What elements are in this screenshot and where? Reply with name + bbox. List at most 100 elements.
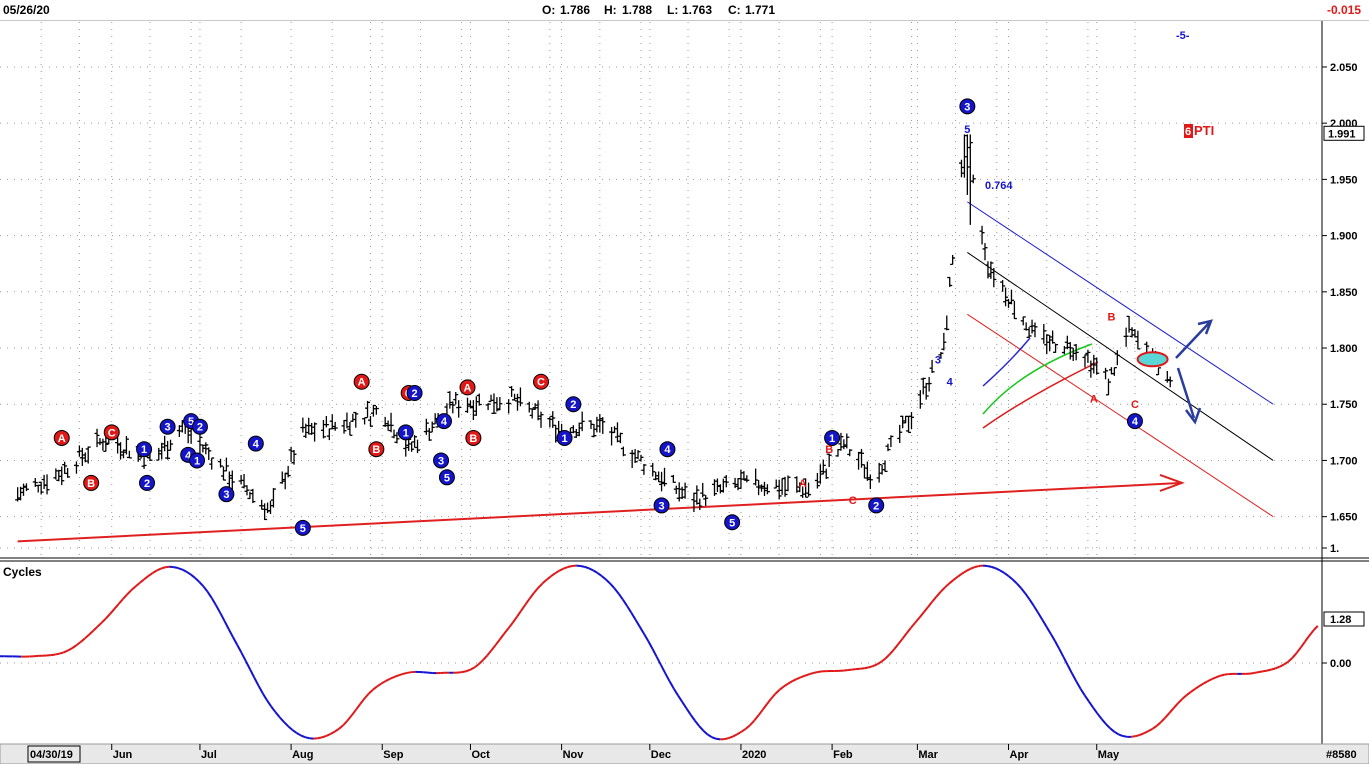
ohlc-bar xyxy=(65,468,71,478)
cycle-segment xyxy=(1207,678,1213,683)
cycle-segment xyxy=(507,622,514,629)
cycle-segment xyxy=(969,566,975,570)
price-axis-bg xyxy=(1322,21,1369,764)
cycle-segment xyxy=(766,698,772,705)
ohlc-bar xyxy=(856,451,862,470)
cycle-segment xyxy=(185,570,192,576)
ohlc-bar xyxy=(165,440,171,460)
cycle-segment xyxy=(1100,718,1107,725)
ohlc-bar xyxy=(1044,334,1050,355)
cycle-segment xyxy=(1295,646,1302,654)
cycle-segment xyxy=(800,674,806,679)
cycle-segment xyxy=(843,669,848,672)
ohlc-bar xyxy=(512,393,518,401)
cycle-segment xyxy=(372,685,378,691)
price-tick-label: 1.800 xyxy=(1330,343,1358,355)
wave-label-text: 5 xyxy=(188,416,194,428)
wave-label-text: 4 xyxy=(664,444,671,456)
ohlc-bar xyxy=(285,465,291,478)
wave-label-text: 1 xyxy=(141,444,147,456)
cycle-segment xyxy=(638,626,645,635)
ohlc-bar xyxy=(656,471,662,483)
wave-label-circle xyxy=(868,497,885,514)
wave-label: C xyxy=(103,424,120,441)
cycle-segment xyxy=(528,592,535,600)
ohlc-bar xyxy=(970,174,976,184)
cycle-segment xyxy=(880,657,887,663)
wave-label-circle xyxy=(368,441,385,458)
cycle-segment xyxy=(143,575,149,581)
ohlc-bar xyxy=(473,396,479,416)
cycle-segment xyxy=(130,585,137,591)
ohlc-bar xyxy=(1032,322,1038,338)
ohlc-bar xyxy=(591,424,597,438)
cycle-segment xyxy=(1049,633,1056,642)
wave-label: 3 xyxy=(433,452,450,469)
ohlc-bar xyxy=(764,484,770,495)
ohlc-bar xyxy=(917,390,923,409)
ohlc-bar xyxy=(897,424,903,443)
cycle-segment xyxy=(1045,626,1052,635)
ohlc-bar xyxy=(526,401,532,413)
cycle-segment xyxy=(461,670,467,674)
cycle-segment xyxy=(1147,727,1153,733)
ohlc-bar xyxy=(385,420,391,431)
ohlc-bar xyxy=(1023,322,1029,331)
ohlc-bar xyxy=(426,428,432,441)
cycle-segment xyxy=(109,608,116,615)
ohlc-bar xyxy=(650,462,656,477)
cycle-segment xyxy=(1092,707,1099,715)
ohlc-bar xyxy=(220,466,226,481)
price-tick-label: 1.850 xyxy=(1330,287,1358,299)
cycle-segment xyxy=(1198,682,1204,688)
cycle-segment xyxy=(113,603,120,610)
cycle-segment xyxy=(1028,598,1035,607)
wave-label-text: 2 xyxy=(144,478,150,490)
ohlc-bar xyxy=(1041,323,1047,344)
ohlc-bar xyxy=(341,419,347,434)
cycle-segment xyxy=(240,652,247,662)
cycle-segment xyxy=(1118,733,1124,737)
trendline-channel-mid xyxy=(967,252,1274,461)
wave-label: 4 xyxy=(947,377,954,389)
cycle-segment xyxy=(643,633,650,642)
ohlc-bar xyxy=(1011,300,1017,320)
cycle-segment xyxy=(1308,629,1315,637)
cycle-segment xyxy=(291,729,298,734)
cycle-segment xyxy=(1300,640,1306,649)
cycle-segment xyxy=(181,568,187,573)
ohlc-bar xyxy=(79,447,85,466)
ohlc-bar xyxy=(38,481,44,495)
ohlc-bar xyxy=(682,482,688,499)
wave-label-circle xyxy=(189,452,205,469)
wave-label-circle xyxy=(218,486,235,503)
ohlc-bar xyxy=(670,474,676,483)
cycle-segment xyxy=(774,688,781,695)
ohlc-bar xyxy=(782,476,788,497)
cycle-segment xyxy=(330,730,336,735)
ohlc-bar xyxy=(56,469,62,482)
cycle-segment xyxy=(655,656,662,666)
ohlc-bar xyxy=(1067,342,1073,360)
cycle-tick-label: 0.00 xyxy=(1330,658,1351,670)
cycle-segment xyxy=(545,575,552,581)
forecast-arrow-up-head xyxy=(1197,319,1214,335)
cycle-segment xyxy=(1071,672,1078,682)
ohlc-bar xyxy=(614,422,620,443)
wave-label-circle xyxy=(653,497,670,514)
cycle-segment xyxy=(707,733,713,739)
ohlc-bar xyxy=(270,488,276,508)
cycle-segment xyxy=(393,674,399,678)
cycle-segment xyxy=(910,622,916,629)
pti-badge xyxy=(1184,124,1193,138)
wave-label-text: 5 xyxy=(729,517,735,529)
cycle-segment xyxy=(647,640,654,650)
cycle-segment xyxy=(860,667,865,670)
cycle-segment xyxy=(397,673,403,677)
cycle-segment xyxy=(1024,593,1031,601)
cycle-segment xyxy=(711,736,717,740)
ohlc-bar xyxy=(250,488,256,504)
ohlc-bar xyxy=(97,438,103,446)
cycle-segment xyxy=(672,687,679,696)
